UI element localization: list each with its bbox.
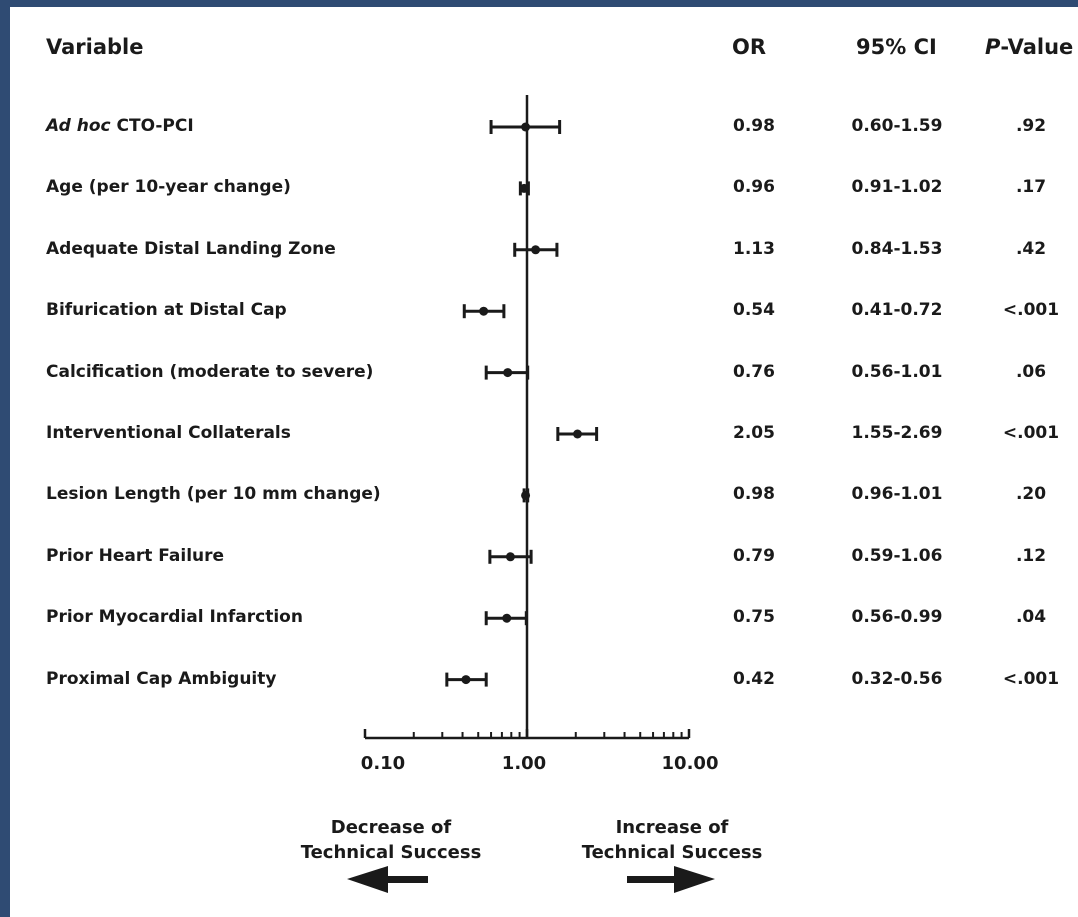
header-pvalue: P-Value: [985, 35, 1073, 59]
row-label-text: Age (per 10-year change): [46, 177, 291, 198]
row-label-text: Interventional Collaterals: [46, 423, 291, 443]
ci-value: 0.41-0.72: [851, 300, 943, 321]
or-point: [521, 490, 531, 500]
row-label: Age (per 10-year change): [46, 177, 291, 197]
or-value: 0.96: [733, 177, 775, 198]
row-label-text: Prior Myocardial Infarction: [46, 607, 303, 628]
or-value: 1.13: [733, 238, 775, 259]
or-value: 0.75: [733, 607, 775, 628]
or-point: [521, 122, 531, 132]
header-p-italic: P: [985, 35, 1001, 59]
or-point: [531, 245, 541, 255]
forest-plot: [363, 95, 691, 740]
p-value: .04: [1015, 607, 1047, 628]
row-label: Bifurication at Distal Cap: [46, 300, 287, 320]
or-point: [505, 552, 515, 562]
row-label: Calcification (moderate to severe): [46, 362, 373, 382]
row-label-text: Proximal Cap Ambiguity: [46, 668, 277, 689]
row-label: Ad hoc CTO-PCI: [46, 116, 194, 136]
or-value: 0.98: [733, 484, 775, 505]
tick-label-0.10: 0.10: [360, 753, 406, 774]
p-value: <.001: [1002, 668, 1060, 689]
or-value: 0.76: [733, 361, 775, 382]
ci-value: 0.56-0.99: [851, 607, 943, 628]
p-value: .92: [1015, 116, 1047, 136]
row-label-text: Prior Heart Failure: [46, 545, 225, 566]
header-variable: Variable: [46, 35, 144, 59]
decrease-caption-line1: Decrease of: [330, 817, 452, 838]
row-label-italic: Ad hoc: [46, 116, 111, 136]
p-value: .42: [1015, 238, 1047, 259]
increase-caption-line1: Increase of: [615, 817, 729, 838]
or-point: [461, 675, 471, 685]
ci-value: 0.91-1.02: [851, 177, 943, 198]
p-value: .17: [1015, 177, 1047, 198]
or-value: 2.05: [733, 423, 775, 443]
right-arrow-icon: [627, 866, 715, 893]
row-label: Adequate Distal Landing Zone: [46, 239, 336, 259]
p-value: <.001: [1002, 423, 1060, 443]
direction-arrows: [347, 866, 715, 893]
or-point: [503, 368, 513, 378]
row-label-text: Lesion Length (per 10 mm change): [46, 484, 381, 505]
row-label: Prior Myocardial Infarction: [46, 607, 303, 627]
figure-panel: Variable OR 95% CI P-Value Ad hoc CTO-PC…: [10, 7, 1078, 917]
ci-value: 0.60-1.59: [851, 116, 943, 136]
ci-value: 0.32-0.56: [851, 668, 943, 689]
ci-value: 1.55-2.69: [851, 423, 943, 443]
row-label-text: Bifurication at Distal Cap: [46, 300, 287, 321]
row-label-text: Adequate Distal Landing Zone: [46, 238, 336, 259]
ci-value: 0.96-1.01: [851, 484, 943, 505]
or-value: 0.54: [733, 300, 775, 321]
p-value: .20: [1015, 484, 1047, 505]
tick-label-1.00: 1.00: [501, 753, 547, 774]
increase-caption: Increase of Technical Success: [582, 815, 763, 865]
row-label: Lesion Length (per 10 mm change): [46, 484, 381, 504]
or-point: [519, 183, 529, 193]
ci-value: 0.56-1.01: [851, 361, 943, 382]
or-value: 0.98: [733, 116, 775, 136]
or-value: 0.79: [733, 545, 775, 566]
ci-value: 0.59-1.06: [851, 545, 943, 566]
tick-label-10.00: 10.00: [661, 753, 719, 774]
p-value: <.001: [1002, 300, 1060, 321]
p-value: .12: [1015, 545, 1047, 566]
row-label: Interventional Collaterals: [46, 423, 291, 443]
row-label-text: CTO-PCI: [110, 116, 194, 136]
or-point: [502, 613, 512, 623]
row-label: Prior Heart Failure: [46, 546, 224, 566]
ci-value: 0.84-1.53: [851, 238, 943, 259]
p-value: .06: [1015, 361, 1047, 382]
header-or: OR: [732, 35, 767, 59]
decrease-caption-line2: Technical Success: [300, 842, 482, 863]
header-ci: 95% CI: [856, 35, 937, 59]
or-value: 0.42: [733, 668, 775, 689]
or-point: [573, 429, 583, 439]
row-label: Proximal Cap Ambiguity: [46, 669, 276, 689]
left-arrow-icon: [347, 866, 428, 893]
or-point: [479, 306, 489, 316]
row-label-text: Calcification (moderate to severe): [46, 361, 374, 382]
header-p-rest: -Value: [1000, 35, 1074, 59]
increase-caption-line2: Technical Success: [581, 842, 763, 863]
decrease-caption: Decrease of Technical Success: [301, 815, 482, 865]
